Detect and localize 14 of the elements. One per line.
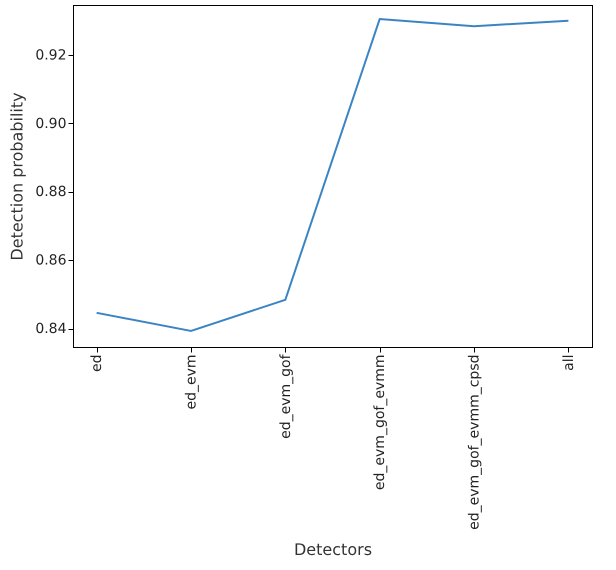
x-tick-label: ed [89,354,106,372]
y-tick-label: 0.88 [35,184,66,200]
y-tick-label: 0.84 [35,321,67,338]
x-tick-label: ed_evm_gof_evmm_cpsd [466,354,483,530]
x-tick-label: all [560,354,577,371]
x-axis-title: Detectors [294,540,372,559]
x-tick-label: ed_evm_gof_evmm [372,354,388,490]
line-series [96,18,570,332]
x-tick-label: ed_evm_gof [278,353,294,439]
y-tick-label: 0.90 [35,116,66,132]
y-tick-label: 0.92 [35,47,66,64]
x-tick-label: ed_evm [183,354,200,410]
y-tick-label: 0.86 [35,252,67,269]
y-axis-title: Detection probability [7,92,26,261]
